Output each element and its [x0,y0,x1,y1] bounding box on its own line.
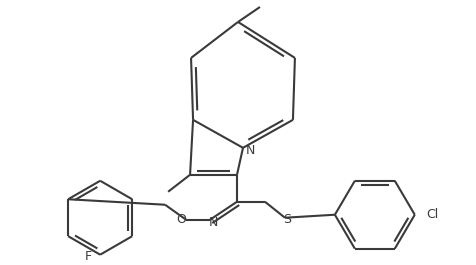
Text: N: N [245,144,255,157]
Text: N: N [208,216,218,229]
Text: O: O [176,213,186,226]
Text: Cl: Cl [426,208,439,221]
Text: S: S [283,213,291,226]
Text: F: F [85,250,92,263]
